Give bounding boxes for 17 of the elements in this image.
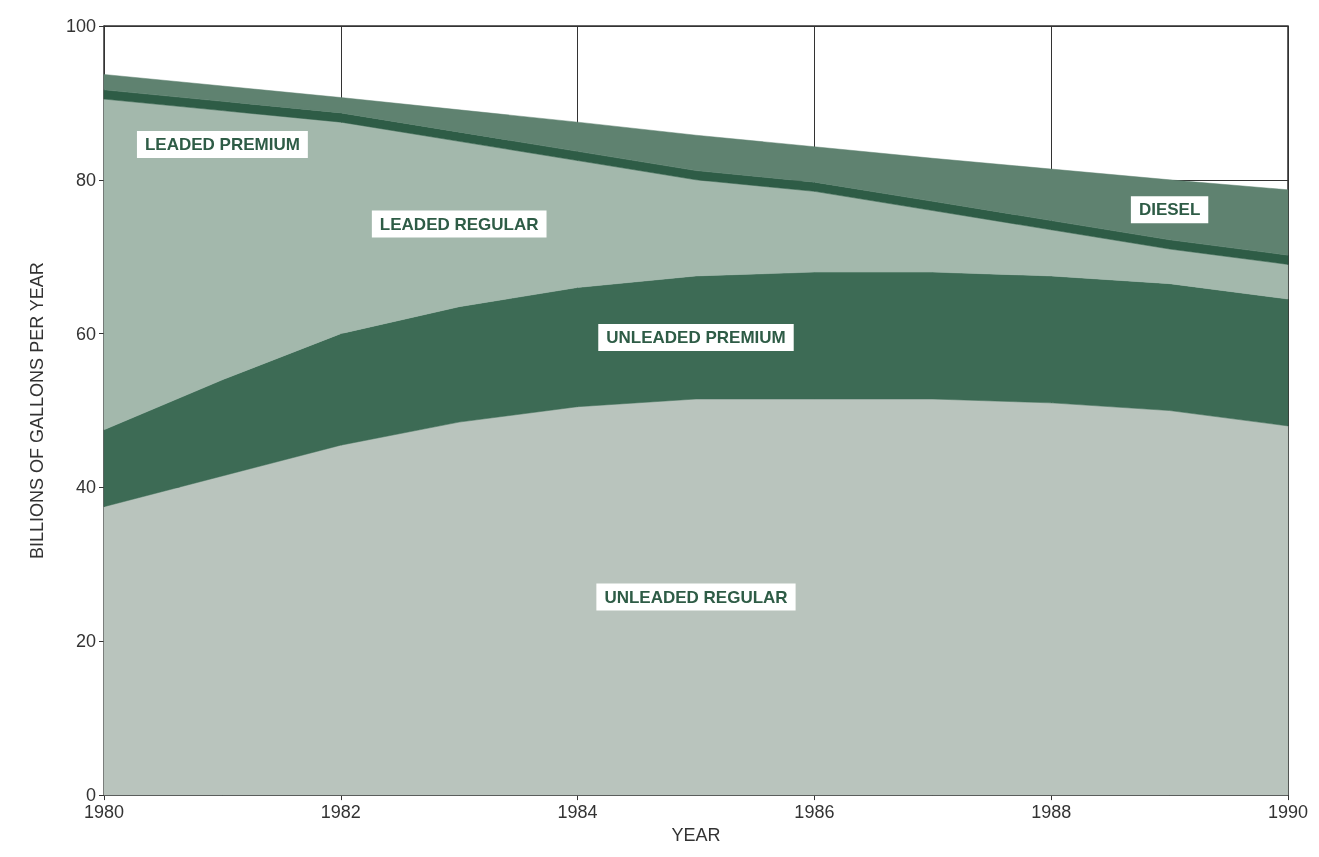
series-label: UNLEADED REGULAR <box>604 587 788 607</box>
series-label: LEADED PREMIUM <box>144 134 300 154</box>
y-tick-label: 60 <box>75 323 96 344</box>
x-tick-label: 1988 <box>1031 802 1072 823</box>
y-tick-label: 100 <box>65 16 96 36</box>
series-label: LEADED REGULAR <box>379 214 539 234</box>
y-axis-title: BILLIONS OF GALLONS PER YEAR <box>27 262 47 559</box>
series-label: DIESEL <box>1138 200 1201 220</box>
x-tick-label: 1982 <box>320 802 361 823</box>
y-tick-label: 20 <box>75 631 96 652</box>
y-tick-label: 80 <box>75 169 96 190</box>
series-label: UNLEADED PREMIUM <box>606 327 786 347</box>
y-tick-label: 40 <box>75 477 96 498</box>
x-tick-label: 1984 <box>557 802 598 823</box>
x-axis-title: YEAR <box>671 825 721 845</box>
x-tick-label: 1986 <box>794 802 835 823</box>
x-tick-label: 1990 <box>1267 802 1308 823</box>
